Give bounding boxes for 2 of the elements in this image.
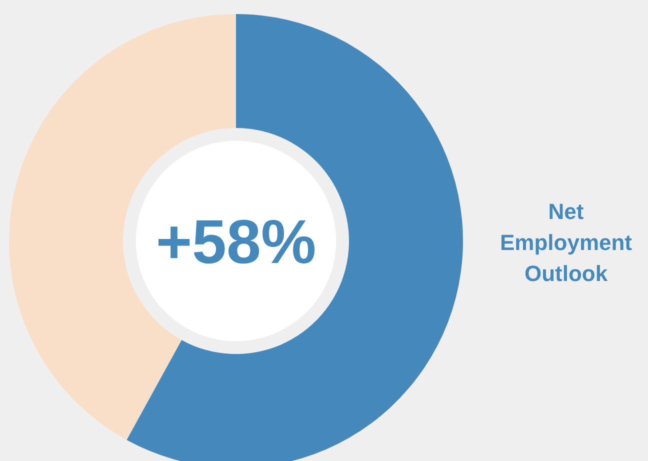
text: +58%: [156, 208, 316, 277]
slice-label: Net Employment Outlook: [500, 199, 633, 286]
